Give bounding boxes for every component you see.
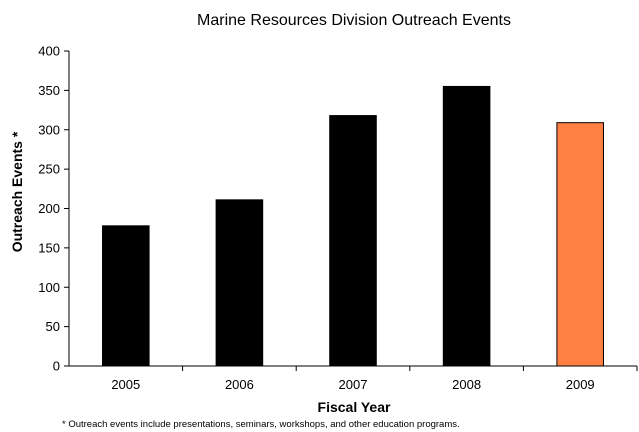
x-axis-ticks: 2005 2006 2007 2008 2009 [111, 366, 638, 392]
bar-2009 [556, 122, 604, 367]
y-tick-label: 300 [38, 122, 60, 137]
bars [102, 85, 604, 367]
footnote: * Outreach events include presentations,… [62, 419, 460, 430]
bar-2007 [329, 115, 377, 367]
chart-title: Marine Resources Division Outreach Event… [197, 12, 511, 29]
y-tick-label: 400 [38, 44, 60, 59]
y-axis-ticks: 0 50 100 150 200 250 300 350 400 [38, 44, 69, 374]
y-tick-label: 250 [38, 162, 60, 177]
x-tick-label: 2008 [452, 377, 481, 392]
y-tick-label: 150 [38, 240, 60, 255]
y-tick-label: 0 [53, 359, 60, 374]
y-tick-label: 50 [46, 319, 60, 334]
x-tick-label: 2006 [225, 377, 254, 392]
y-tick-label: 350 [38, 83, 60, 98]
x-tick-label: 2005 [111, 377, 140, 392]
x-tick-label: 2009 [566, 377, 595, 392]
y-tick-label: 100 [38, 280, 60, 295]
bar-2006 [215, 199, 264, 367]
y-axis-label: Outreach Events * [9, 131, 25, 252]
bar-2008 [442, 85, 491, 367]
y-tick-label: 200 [38, 201, 60, 216]
x-axis-label: Fiscal Year [318, 399, 391, 415]
bar-2005 [102, 225, 150, 367]
x-tick-label: 2007 [339, 377, 368, 392]
